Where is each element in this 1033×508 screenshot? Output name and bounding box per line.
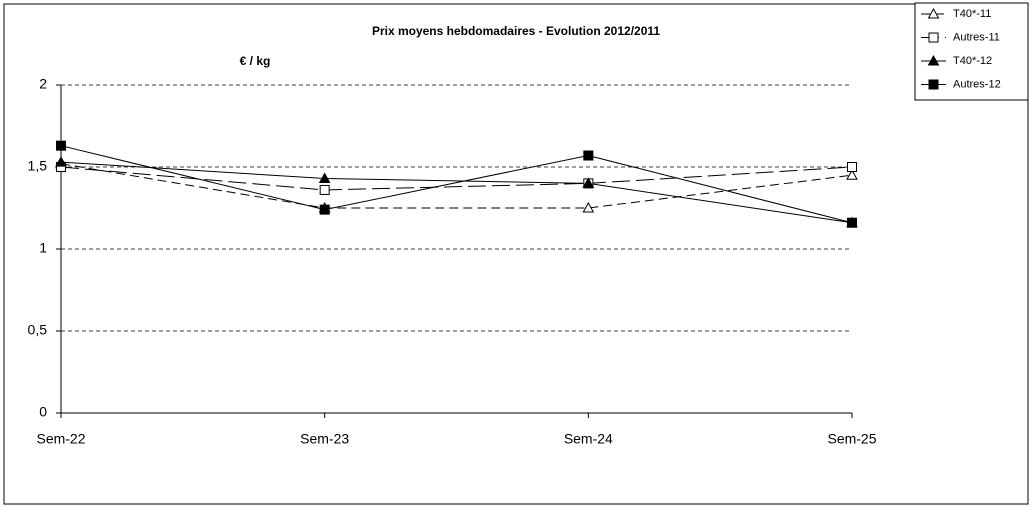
legend-marker [928, 79, 939, 90]
x-tick-label: Sem-23 [300, 431, 349, 447]
series-line [60, 166, 853, 191]
data-point [846, 169, 858, 180]
legend-label: T40*-12 [953, 55, 992, 67]
y-tick-label: 1,5 [28, 158, 48, 174]
series-line [60, 161, 853, 224]
legend-marker [927, 54, 940, 66]
x-tick-label: Sem-22 [36, 431, 85, 447]
data-point [318, 172, 331, 183]
x-tick-label: Sem-25 [827, 431, 876, 447]
y-axis-label: € / kg [240, 54, 271, 68]
y-tick-label: 0,5 [28, 322, 48, 338]
data-point [55, 156, 67, 167]
x-tick-label: Sem-24 [564, 431, 613, 447]
data-point [582, 177, 595, 188]
data-point [582, 201, 595, 213]
series-line [60, 145, 853, 224]
legend-label: Autres-12 [953, 78, 1001, 90]
data-point [319, 184, 330, 195]
data-point [319, 204, 330, 215]
chart-title: Prix moyens hebdomadaires - Evolution 20… [372, 24, 660, 38]
y-tick-label: 0 [39, 404, 47, 420]
data-point [847, 217, 857, 228]
y-tick-label: 2 [39, 76, 47, 92]
y-tick-label: 1 [39, 240, 47, 256]
data-point [847, 162, 857, 172]
data-point [583, 150, 594, 161]
legend-marker [927, 7, 940, 19]
chart-border [3, 3, 1029, 505]
legend-label: T40*-11 [953, 8, 991, 20]
data-point [56, 140, 66, 151]
series-line [60, 163, 853, 209]
legend-marker [928, 32, 939, 43]
legend-label: Autres-11 [953, 31, 1000, 43]
